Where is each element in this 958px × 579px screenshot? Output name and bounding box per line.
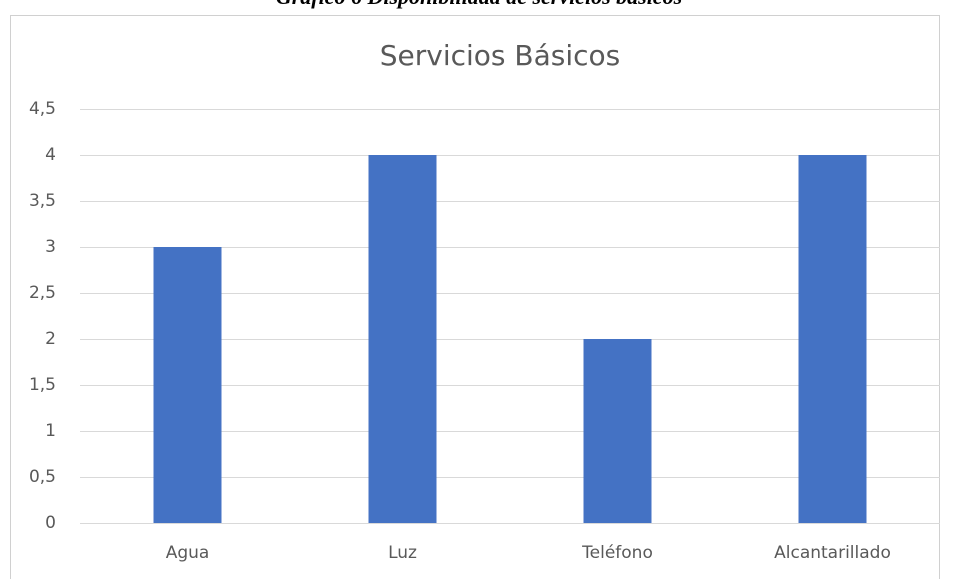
caption: Gráfico 6 Disponibilidad de servicios bá…: [276, 0, 682, 9]
y-tick-label: 3,5: [29, 191, 56, 211]
y-tick-label: 2: [45, 329, 56, 349]
x-tick-label: Alcantarillado: [774, 543, 891, 563]
x-tick-label: Luz: [388, 543, 417, 563]
chart-title: Servicios Básicos: [380, 39, 621, 72]
y-tick-label: 0: [45, 513, 56, 533]
y-tick-label: 0,5: [29, 467, 56, 487]
y-tick-label: 3: [45, 237, 56, 257]
y-tick-label: 1,5: [29, 375, 56, 395]
y-tick-label: 2,5: [29, 283, 56, 303]
bar: [798, 155, 867, 523]
y-tick-label: 1: [45, 421, 56, 441]
x-tick-label: Teléfono: [581, 543, 653, 563]
y-tick-label: 4,5: [29, 99, 56, 119]
x-tick-label: Agua: [166, 543, 210, 563]
bar: [153, 247, 222, 523]
bar: [368, 155, 437, 523]
bar: [583, 339, 652, 523]
y-tick-label: 4: [45, 145, 56, 165]
